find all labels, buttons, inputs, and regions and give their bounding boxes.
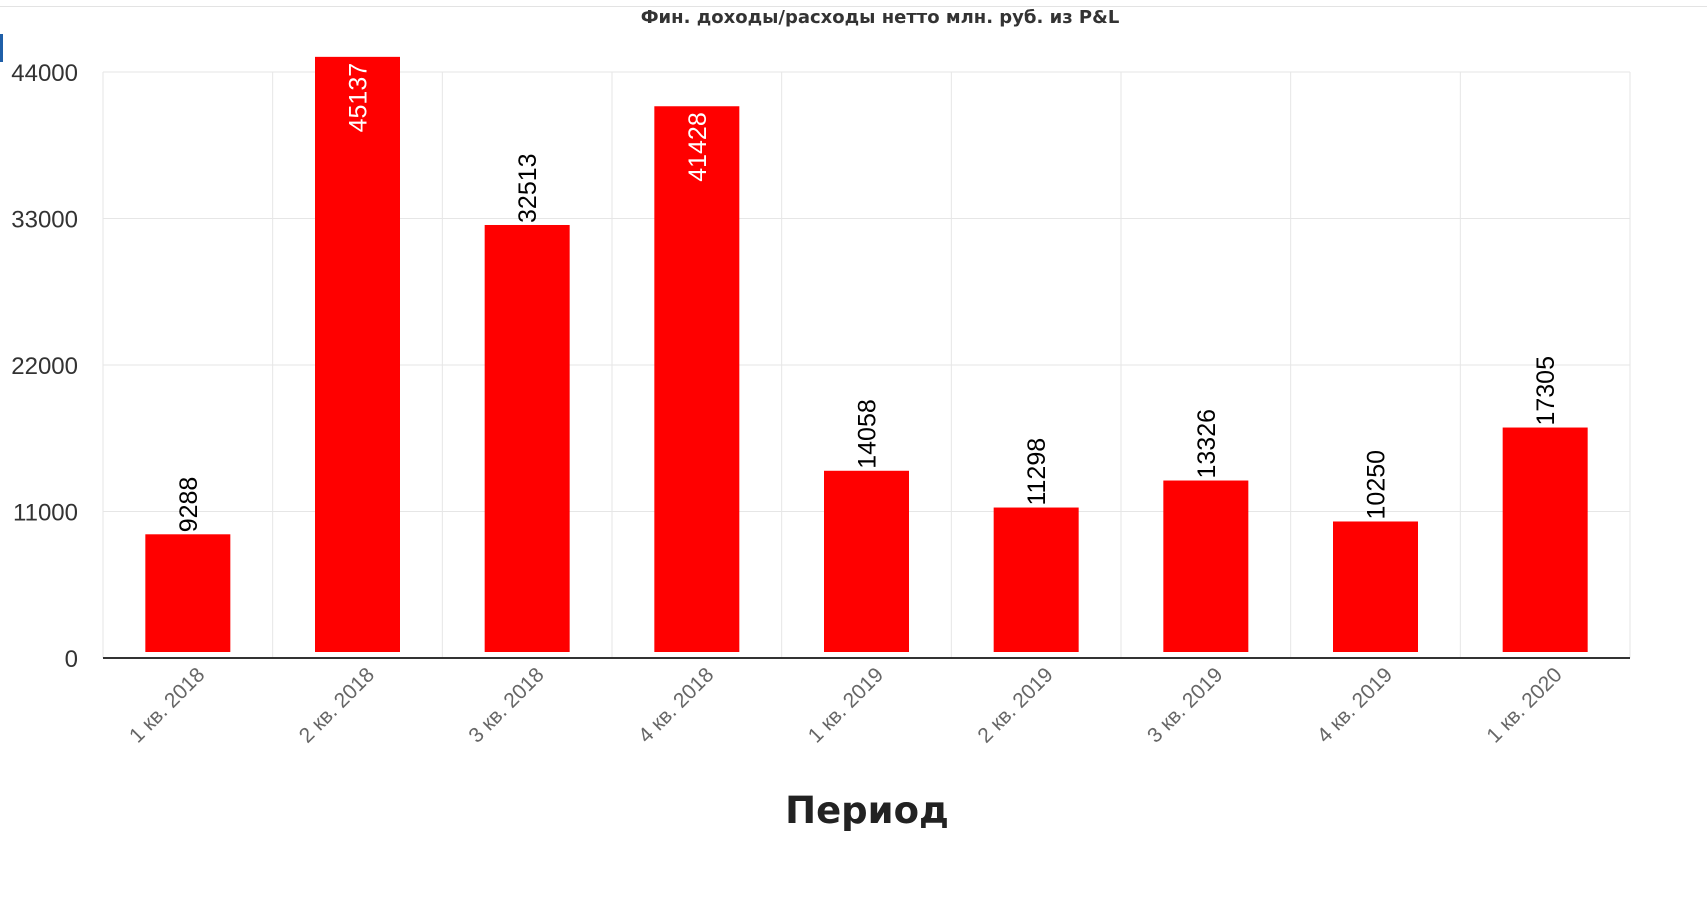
data-label: 11298	[1023, 438, 1051, 506]
bars	[145, 56, 1588, 652]
y-tick-label: 44000	[11, 60, 78, 87]
x-tick-label: 3 кв. 2019	[1143, 663, 1227, 747]
y-tick-label: 22000	[11, 353, 78, 380]
bar	[1333, 521, 1418, 652]
bar	[654, 106, 740, 652]
x-axis-title: Период	[785, 789, 949, 832]
y-tick-label: 0	[65, 646, 78, 673]
bar	[1502, 427, 1588, 652]
y-tick-label: 33000	[11, 207, 78, 234]
x-tick-label: 1 кв. 2019	[804, 663, 888, 747]
data-label: 45137	[345, 63, 373, 133]
y-tick-label: 11000	[13, 500, 78, 527]
bar	[824, 470, 909, 652]
x-tick-label: 2 кв. 2018	[295, 663, 379, 747]
x-axis-ticks: 1 кв. 2018 2 кв. 2018 3 кв. 2018 4 кв. 2018…	[125, 663, 1567, 747]
top-border	[0, 6, 1707, 7]
data-label: 41428	[684, 112, 712, 182]
chart-title: Фин. доходы/расходы нетто млн. руб. из P…	[641, 7, 1120, 28]
bar	[993, 507, 1079, 652]
bar	[315, 56, 400, 652]
bar	[1163, 480, 1249, 652]
bar	[484, 224, 570, 652]
data-label: 10250	[1363, 450, 1391, 520]
x-tick-label: 2 кв. 2019	[973, 663, 1057, 747]
y-axis-ticks: 0 11000 22000 33000 44000	[11, 60, 78, 673]
data-label: 9288	[175, 477, 203, 533]
data-label: 17305	[1532, 356, 1560, 426]
gridlines	[102, 71, 1631, 658]
x-tick-label: 1 кв. 2018	[125, 663, 209, 747]
x-tick-label: 1 кв. 2020	[1482, 663, 1566, 747]
data-label: 14058	[854, 399, 882, 469]
x-tick-label: 4 кв. 2019	[1313, 663, 1397, 747]
data-labels: 9288 45137 32513 41428 14058 11298 13326 10250 1…	[175, 63, 1560, 532]
data-label: 13326	[1193, 409, 1221, 479]
edge-marker	[0, 34, 3, 62]
x-tick-label: 4 кв. 2018	[634, 663, 718, 747]
bar	[145, 534, 231, 652]
x-tick-label: 3 кв. 2018	[464, 663, 548, 747]
data-label: 32513	[514, 153, 542, 223]
